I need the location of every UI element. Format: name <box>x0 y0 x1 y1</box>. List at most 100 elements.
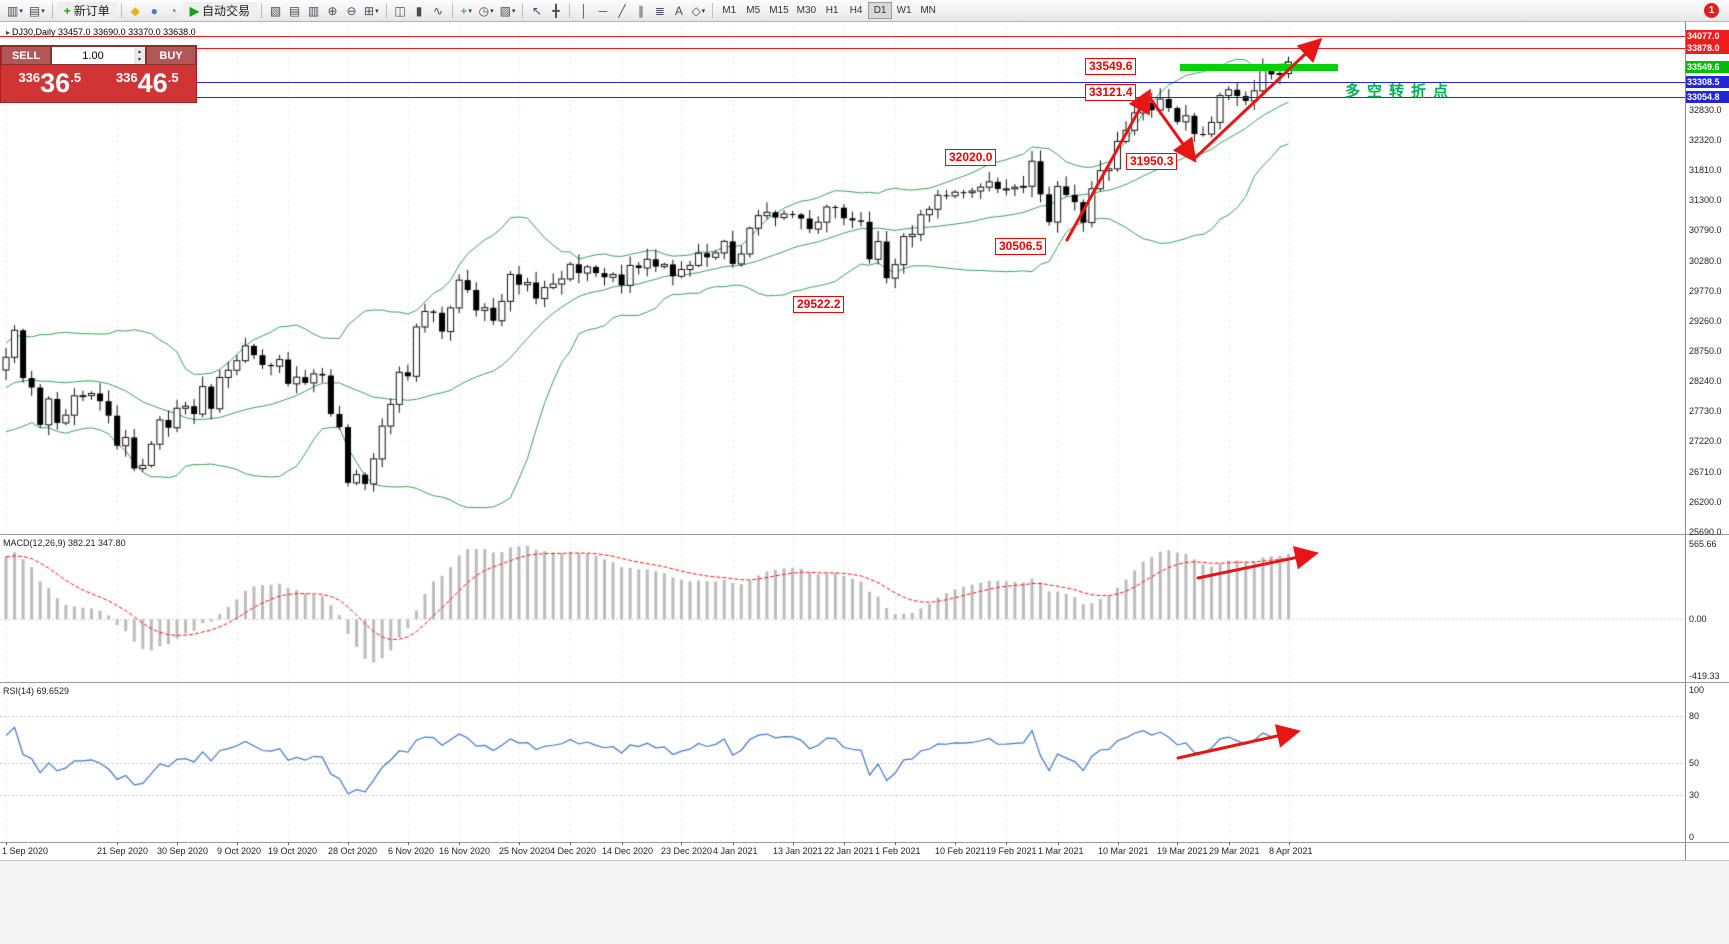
indicators-icon-glyph: + <box>460 3 468 18</box>
ask-price: 336 46.5 <box>99 65 197 102</box>
toolbar-separator <box>120 3 122 18</box>
main-toolbar: ▥ ▾ ▤ ▾ + 新订单 ◆ ● ◔ ▶ 自动交易 ▧ ▤ ▥ ⊕ ⊖ ⊞ ▾ ◫ ▮ ∿ + ▾ ◷ ▾ ▨ ▾ ↖ ╋ │ ─ ╱ ∥ ≣ A… <box>0 0 1729 22</box>
timeframe-d1[interactable]: D1 <box>868 2 893 19</box>
timeframe-w1[interactable]: W1 <box>892 2 916 19</box>
axis-chip-33878.0: 33878.0 <box>1686 41 1729 54</box>
rsi-axis-label: 50 <box>1689 758 1700 768</box>
price-callout[interactable]: 30506.5 <box>995 238 1047 255</box>
candlestick-type-icon[interactable]: ▮ <box>410 2 429 20</box>
dropdown-caret: ▾ <box>511 7 516 15</box>
metaeditor-icon[interactable]: ◆ <box>126 2 145 20</box>
trendline-icon[interactable]: ╱ <box>612 2 631 20</box>
dropdown-caret: ▾ <box>468 7 472 15</box>
timeframe-h1[interactable]: H1 <box>820 2 844 19</box>
quote-header: ▸ DJ30,Daily 33457.0 33690.0 33370.0 3363… <box>6 27 196 37</box>
buy-button[interactable]: BUY <box>146 46 196 65</box>
help-center-icon[interactable]: ◔ <box>164 2 183 20</box>
bar-chart-type-icon-glyph: ◫ <box>394 3 406 18</box>
date-axis-label: 10 Mar 2021 <box>1098 846 1149 856</box>
new-chart-icon[interactable]: ▥ ▾ <box>4 2 26 20</box>
date-tick <box>793 842 794 845</box>
date-tick <box>288 842 289 845</box>
date-axis-label: 6 Nov 2020 <box>388 846 435 856</box>
date-tick <box>570 842 571 845</box>
toolbar-separator <box>522 3 524 18</box>
timeframe-mn[interactable]: MN <box>916 2 940 19</box>
price-axis-label: 31810.0 <box>1689 165 1722 176</box>
autotrading-button-glyph: ▶ <box>189 3 199 18</box>
price-callout[interactable]: 32020.0 <box>945 149 997 166</box>
autotrading-button[interactable]: ▶ 自动交易 <box>182 1 257 20</box>
timeframe-m15[interactable]: M15 <box>765 2 792 19</box>
price-chart-canvas[interactable] <box>0 22 1729 944</box>
timeframe-h4[interactable]: H4 <box>844 2 868 19</box>
timeframe-m1[interactable]: M1 <box>717 2 741 19</box>
support-level-segment[interactable] <box>1180 64 1338 71</box>
vertical-line-icon-glyph: │ <box>580 3 588 18</box>
chart-profiles-icon[interactable]: ▤ ▾ <box>26 2 48 20</box>
price-axis-border <box>1685 22 1686 860</box>
price-axis-label: 32830.0 <box>1689 104 1722 115</box>
date-tick <box>681 842 682 845</box>
date-tick <box>237 842 238 845</box>
vertical-line-icon[interactable]: │ <box>574 2 593 20</box>
arrows-tool-icon[interactable]: ◇ ▾ <box>688 2 708 20</box>
line-chart-type-icon-glyph: ∿ <box>433 3 444 18</box>
turning-point-label[interactable]: 多空转折点 <box>1345 83 1456 100</box>
date-axis-label: 21 Sep 2020 <box>97 846 149 856</box>
crosshair-icon[interactable]: ╋ <box>546 2 565 20</box>
symbol-arrow-icon: ▸ <box>6 28 11 37</box>
axis-chip-33549.6: 33549.6 <box>1686 61 1729 74</box>
multi-chart-icon[interactable]: ⊞ ▾ <box>361 2 382 20</box>
chart-window[interactable]: ▸ DJ30,Daily 33457.0 33690.0 33370.0 3363… <box>0 22 1729 944</box>
autotrading-button-label: 自动交易 <box>201 4 250 18</box>
timeframe-m5[interactable]: M5 <box>741 2 765 19</box>
date-axis-label: 25 Nov 2020 <box>499 846 551 856</box>
price-callout[interactable]: 33121.4 <box>1085 84 1137 101</box>
horizontal-level-line[interactable] <box>0 97 1685 98</box>
timeframes-menu-icon[interactable]: ◷ ▾ <box>476 2 497 20</box>
horizontal-level-line[interactable] <box>0 36 1685 37</box>
equidistant-channel-icon[interactable]: ∥ <box>631 2 650 20</box>
price-axis-label: 29260.0 <box>1689 315 1722 326</box>
tile-horizontally-icon[interactable]: ▤ <box>285 2 304 20</box>
price-callout[interactable]: 33549.6 <box>1085 58 1137 75</box>
zoom-out-icon[interactable]: ⊖ <box>342 2 361 20</box>
rsi-axis-label: 0 <box>1689 832 1695 842</box>
volume-down-button[interactable]: ▾ <box>137 56 141 63</box>
date-axis-label: 19 Oct 2020 <box>268 846 318 856</box>
cascade-windows-icon[interactable]: ▧ <box>266 2 285 20</box>
fibonacci-icon[interactable]: ≣ <box>650 2 669 20</box>
new-order-button-glyph: + <box>63 3 71 18</box>
line-chart-type-icon[interactable]: ∿ <box>429 2 448 20</box>
tile-vertically-icon-glyph: ▥ <box>307 3 320 18</box>
text-tool-icon[interactable]: A <box>669 2 688 20</box>
market-icon[interactable]: ● <box>145 2 164 20</box>
timeframe-m30[interactable]: M30 <box>793 2 820 19</box>
price-callout[interactable]: 29522.2 <box>793 296 845 313</box>
date-axis-label: 14 Dec 2020 <box>602 846 654 856</box>
sell-button[interactable]: SELL <box>1 46 51 65</box>
new-order-button[interactable]: + 新订单 <box>56 1 117 20</box>
date-axis-label: 1 Feb 2021 <box>875 846 921 856</box>
volume-up-button[interactable]: ▴ <box>137 48 141 55</box>
horizontal-line-icon[interactable]: ─ <box>593 2 612 20</box>
date-tick <box>348 842 349 845</box>
horizontal-level-line[interactable] <box>0 48 1685 49</box>
panel-separator[interactable] <box>0 682 1729 683</box>
horizontal-level-line[interactable] <box>0 82 1685 83</box>
equidistant-channel-icon-glyph: ∥ <box>637 3 644 18</box>
date-axis-label: 4 Dec 2020 <box>550 846 597 856</box>
price-callout[interactable]: 31950.3 <box>1126 153 1178 170</box>
tile-vertically-icon[interactable]: ▥ <box>304 2 323 20</box>
zoom-in-icon[interactable]: ⊕ <box>323 2 342 20</box>
volume-value[interactable]: 1.00 <box>82 49 104 62</box>
indicators-icon[interactable]: + ▾ <box>457 2 476 20</box>
notification-badge[interactable]: 1 <box>1704 3 1719 18</box>
cursor-icon[interactable]: ↖ <box>527 2 546 20</box>
bar-chart-type-icon[interactable]: ◫ <box>391 2 410 20</box>
volume-stepper[interactable]: 1.00 ▴ ▾ <box>51 46 146 65</box>
panel-separator[interactable] <box>0 534 1729 535</box>
new-order-button-label: 新订单 <box>73 4 110 18</box>
templates-icon[interactable]: ▨ ▾ <box>497 2 519 20</box>
